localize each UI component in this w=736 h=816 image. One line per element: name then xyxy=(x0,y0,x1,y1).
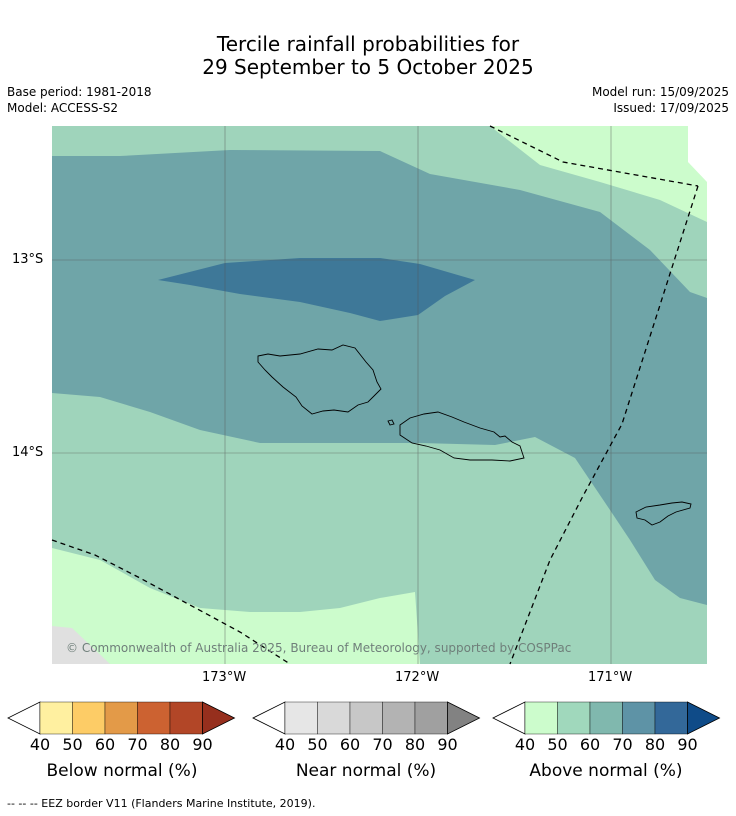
colorbar-above-segment xyxy=(654,701,688,735)
lon-tick-171w: 171°W xyxy=(588,670,633,685)
above-70-80-region xyxy=(158,258,475,321)
colorbar-near-tick: 50 xyxy=(307,735,328,754)
base-period-text: Base period: 1981-2018 xyxy=(7,85,152,99)
colorbar-above-tick: 50 xyxy=(547,735,568,754)
colorbar-near-segment xyxy=(382,701,416,735)
colorbar-below-segment xyxy=(137,701,171,735)
colorbar-near-segment xyxy=(349,701,383,735)
colorbar-below xyxy=(7,701,236,735)
map-title-line1: Tercile rainfall probabilities for xyxy=(216,32,520,56)
savaii-island xyxy=(257,344,382,415)
lat-tick-14s: 14°S xyxy=(12,445,44,460)
colorbar-above-label: Above normal (%) xyxy=(529,761,683,781)
colorbar-above-segment xyxy=(589,701,623,735)
eez-north xyxy=(489,125,699,187)
colorbar-below-tick: 60 xyxy=(94,735,116,754)
colorbar-near-segment xyxy=(284,701,318,735)
colorbar-near-tick: 80 xyxy=(404,735,426,754)
colorbar-below-segment xyxy=(72,701,106,735)
coastlines xyxy=(257,344,692,526)
colorbar-below-segment xyxy=(39,701,73,735)
colorbar-above-segment xyxy=(557,701,591,735)
copyright-text: © Commonwealth of Australia 2025, Bureau… xyxy=(66,641,572,655)
colorbar-below-label: Below normal (%) xyxy=(46,761,198,781)
lon-tick-173w: 173°W xyxy=(202,670,247,685)
eez-east xyxy=(509,185,699,665)
map-title-line2: 29 September to 5 October 2025 xyxy=(202,55,534,79)
no-data-corner xyxy=(52,626,110,664)
colorbar-near-under-arrow xyxy=(252,701,286,735)
colorbar-near-over-arrow xyxy=(447,701,481,735)
colorbar-above-tick: 80 xyxy=(644,735,666,754)
manono-island xyxy=(387,419,395,426)
colorbar-above-segment xyxy=(524,701,558,735)
colorbar-above-under-arrow xyxy=(492,701,526,735)
lat-tick-13s: 13°S xyxy=(12,252,44,267)
colorbar-near-segment xyxy=(414,701,448,735)
colorbar-below-tick: 80 xyxy=(159,735,181,754)
lon-tick-172w: 172°W xyxy=(395,670,440,685)
colorbar-near-label: Near normal (%) xyxy=(295,761,437,781)
colorbar-above xyxy=(492,701,721,735)
colorbar-near-segment xyxy=(317,701,351,735)
colorbar-above-segment xyxy=(622,701,656,735)
colorbar-near-tick: 60 xyxy=(339,735,361,754)
colorbar-near xyxy=(252,701,481,735)
colorbar-above-tick: 60 xyxy=(579,735,601,754)
no-data-region xyxy=(688,126,707,182)
colorbar-above-tick: 90 xyxy=(677,735,698,754)
issued-text: Issued: 17/09/2025 xyxy=(613,101,729,115)
colorbar-above-over-arrow xyxy=(687,701,721,735)
colorbar-below-tick: 70 xyxy=(127,735,148,754)
upolu-island xyxy=(399,411,525,462)
colorbar-below-under-arrow xyxy=(7,701,41,735)
colorbar-below-segment xyxy=(104,701,138,735)
above-60-70-region xyxy=(52,150,707,605)
colorbar-below-tick: 50 xyxy=(62,735,83,754)
colorbar-below-tick: 90 xyxy=(192,735,213,754)
colorbar-near-tick: 40 xyxy=(274,735,296,754)
colorbar-above-tick: 70 xyxy=(612,735,633,754)
eez-southwest xyxy=(51,539,291,665)
eez-legend-text: -- -- -- EEZ border V11 (Flanders Marine… xyxy=(7,797,316,810)
colorbar-near-tick: 70 xyxy=(372,735,393,754)
colorbar-below-over-arrow xyxy=(202,701,236,735)
colorbar-above-tick: 40 xyxy=(514,735,536,754)
eez-border xyxy=(51,125,699,665)
colorbar-below-segment xyxy=(169,701,203,735)
model-text: Model: ACCESS-S2 xyxy=(7,101,119,115)
graticule xyxy=(52,126,707,664)
colorbar-below-tick: 40 xyxy=(29,735,51,754)
model-run-text: Model run: 15/09/2025 xyxy=(591,85,729,99)
colorbar-near-tick: 90 xyxy=(437,735,458,754)
colorbars-svg xyxy=(7,701,721,735)
tutuila-island xyxy=(635,501,692,526)
